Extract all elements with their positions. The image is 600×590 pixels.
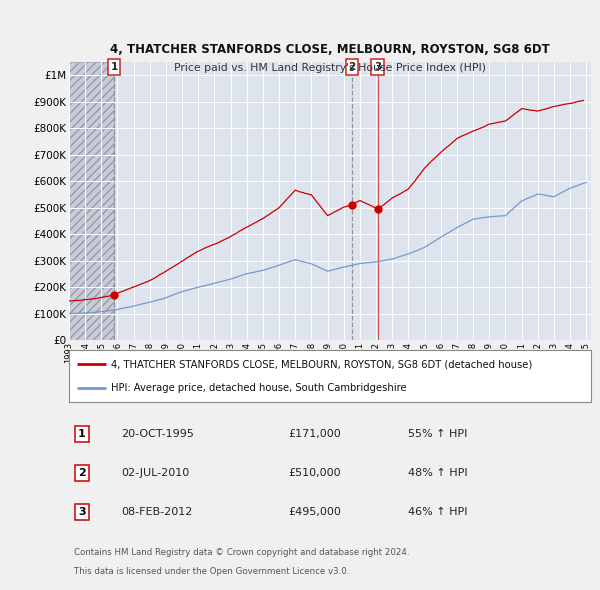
Text: Price paid vs. HM Land Registry's House Price Index (HPI): Price paid vs. HM Land Registry's House … xyxy=(174,63,486,73)
Text: 2: 2 xyxy=(78,468,86,478)
Text: This data is licensed under the Open Government Licence v3.0.: This data is licensed under the Open Gov… xyxy=(74,567,350,576)
Text: 3: 3 xyxy=(374,62,381,72)
Text: 48% ↑ HPI: 48% ↑ HPI xyxy=(409,468,468,478)
Text: 02-JUL-2010: 02-JUL-2010 xyxy=(121,468,190,478)
Text: 08-FEB-2012: 08-FEB-2012 xyxy=(121,507,193,517)
Text: £171,000: £171,000 xyxy=(288,429,341,439)
Bar xyxy=(69,62,114,340)
Text: 1: 1 xyxy=(110,62,118,72)
Text: 4, THATCHER STANFORDS CLOSE, MELBOURN, ROYSTON, SG8 6DT (detached house): 4, THATCHER STANFORDS CLOSE, MELBOURN, R… xyxy=(111,359,532,369)
Bar xyxy=(69,62,114,340)
Text: £510,000: £510,000 xyxy=(288,468,341,478)
Text: 1: 1 xyxy=(78,429,86,439)
Text: £495,000: £495,000 xyxy=(288,507,341,517)
Text: 4, THATCHER STANFORDS CLOSE, MELBOURN, ROYSTON, SG8 6DT: 4, THATCHER STANFORDS CLOSE, MELBOURN, R… xyxy=(110,43,550,56)
Text: 46% ↑ HPI: 46% ↑ HPI xyxy=(409,507,468,517)
Text: 2: 2 xyxy=(348,62,355,72)
Text: 55% ↑ HPI: 55% ↑ HPI xyxy=(409,429,467,439)
Text: 3: 3 xyxy=(78,507,86,517)
Text: HPI: Average price, detached house, South Cambridgeshire: HPI: Average price, detached house, Sout… xyxy=(111,383,406,393)
Text: Contains HM Land Registry data © Crown copyright and database right 2024.: Contains HM Land Registry data © Crown c… xyxy=(74,548,410,557)
Text: 20-OCT-1995: 20-OCT-1995 xyxy=(121,429,194,439)
